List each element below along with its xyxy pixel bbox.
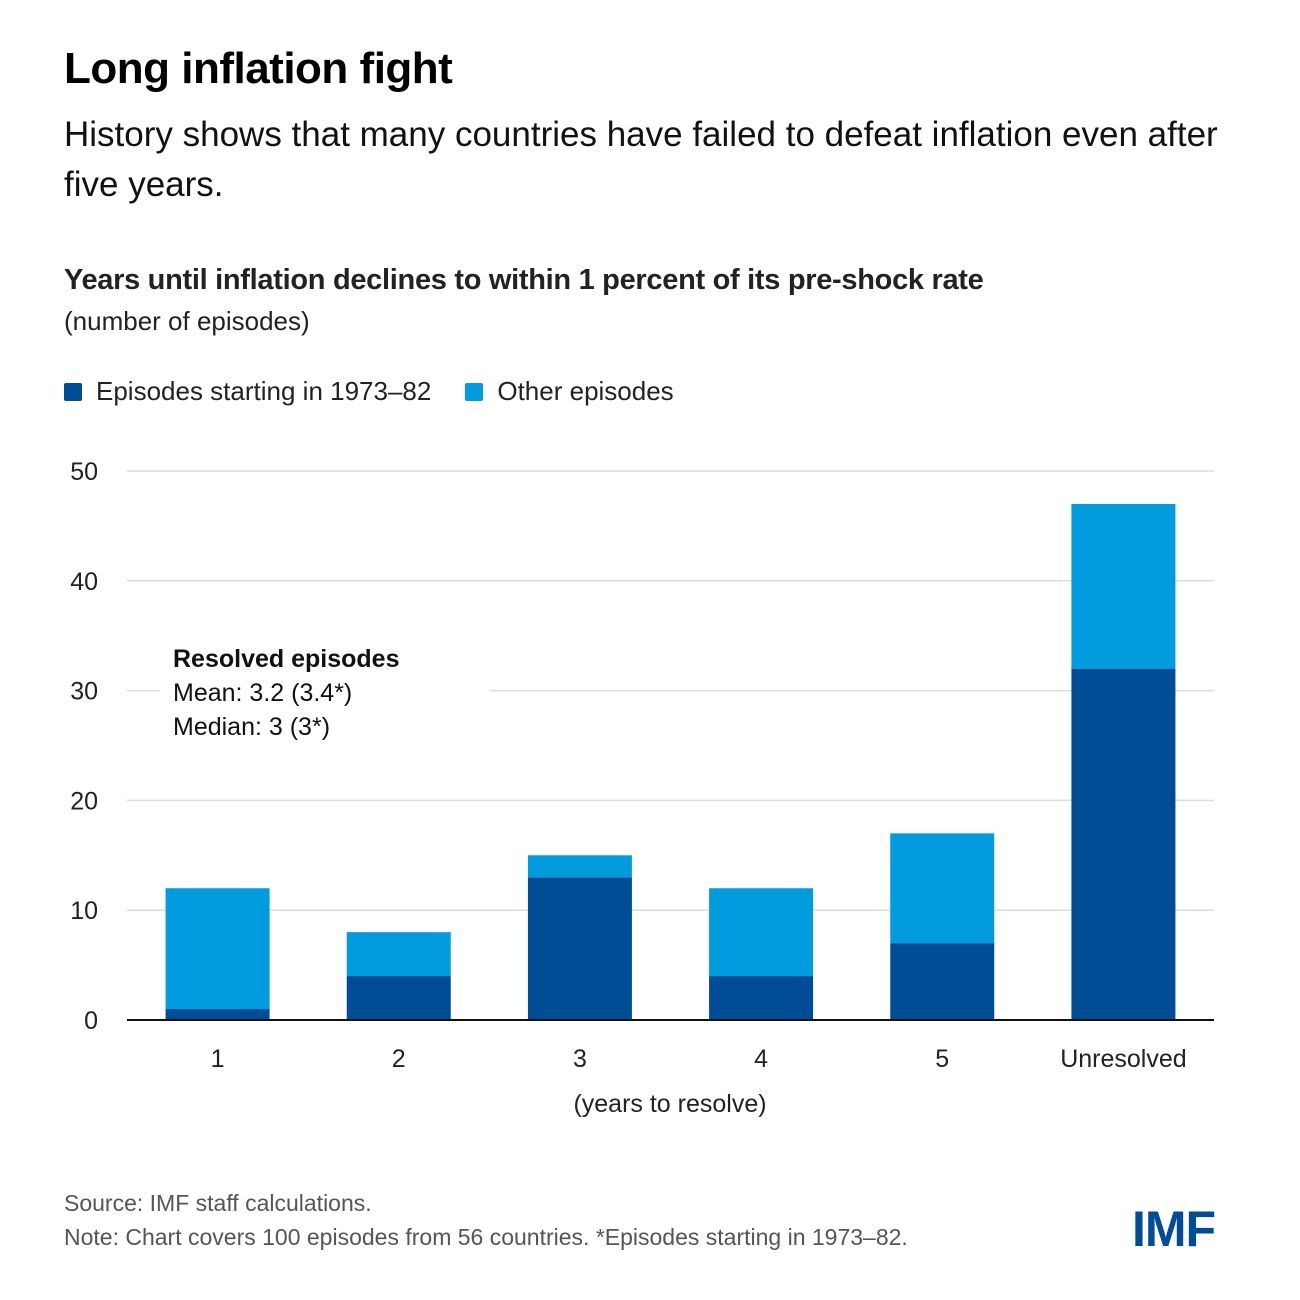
- legend-item-1973-82: Episodes starting in 1973–82: [64, 376, 431, 407]
- annotation-box: Resolved episodes Mean: 3.2 (3.4*) Media…: [160, 640, 490, 745]
- bar-segment-1973-82: [709, 976, 814, 1020]
- imf-logo: IMF: [1132, 1201, 1216, 1257]
- x-tick-label: 5: [935, 1045, 949, 1073]
- annotation-title: Resolved episodes: [173, 645, 399, 673]
- x-axis-ticks: 1 2 3 4 5 Unresolved: [211, 1045, 1187, 1073]
- bar-chart: 0 10 20 30 40 50 1 2 3 4 5 Unresolved Resolved epi…: [70, 458, 1214, 1118]
- bar-segment-other: [527, 855, 632, 878]
- bar-segment-other: [890, 833, 995, 944]
- x-tick-label: 4: [754, 1045, 768, 1073]
- x-tick-label: 1: [211, 1045, 225, 1073]
- annotation-background: [160, 640, 490, 745]
- x-tick-label: 2: [392, 1045, 406, 1073]
- bar-segment-other: [346, 932, 451, 977]
- y-tick-label: 40: [70, 568, 98, 596]
- bars: [165, 503, 1176, 1020]
- chart-title: Years until inflation declines to within…: [64, 264, 984, 296]
- x-tick-label: Unresolved: [1060, 1045, 1186, 1073]
- page-subtitle: History shows that many countries have f…: [64, 115, 1218, 204]
- legend-item-other: Other episodes: [465, 376, 674, 407]
- legend-label: Episodes starting in 1973–82: [96, 376, 432, 406]
- legend-swatch-light: [465, 382, 484, 401]
- bar-segment-1973-82: [527, 877, 632, 1020]
- chart-note: Note: Chart covers 100 episodes from 56 …: [64, 1224, 908, 1250]
- y-axis-ticks: 0 10 20 30 40 50: [70, 458, 98, 1035]
- annotation-median: Median: 3 (3*): [173, 713, 330, 741]
- legend-label: Other episodes: [497, 376, 674, 406]
- bar-segment-other: [709, 888, 814, 977]
- legend: Episodes starting in 1973–82 Other episo…: [64, 376, 708, 407]
- bar-segment-other: [165, 888, 270, 1010]
- bar-segment-1973-82: [890, 943, 995, 1020]
- footer-notes: Source: IMF staff calculations. Note: Ch…: [64, 1186, 908, 1254]
- source-note: Source: IMF staff calculations.: [64, 1190, 372, 1216]
- bar-segment-1973-82: [165, 1009, 270, 1020]
- x-tick-label: 3: [573, 1045, 587, 1073]
- bar-segment-1973-82: [346, 976, 451, 1020]
- y-tick-label: 50: [70, 458, 98, 486]
- y-tick-label: 30: [70, 678, 98, 706]
- legend-swatch-dark: [64, 382, 82, 401]
- chart-units: (number of episodes): [64, 306, 310, 336]
- y-tick-label: 0: [84, 1007, 98, 1035]
- annotation-mean: Mean: 3.2 (3.4*): [173, 679, 352, 707]
- y-tick-label: 10: [70, 897, 98, 925]
- x-axis-label: (years to resolve): [573, 1090, 766, 1118]
- page-title: Long inflation fight: [64, 44, 453, 93]
- bar-segment-other: [1071, 503, 1176, 669]
- y-tick-label: 20: [70, 787, 98, 815]
- bar-segment-1973-82: [1071, 668, 1176, 1020]
